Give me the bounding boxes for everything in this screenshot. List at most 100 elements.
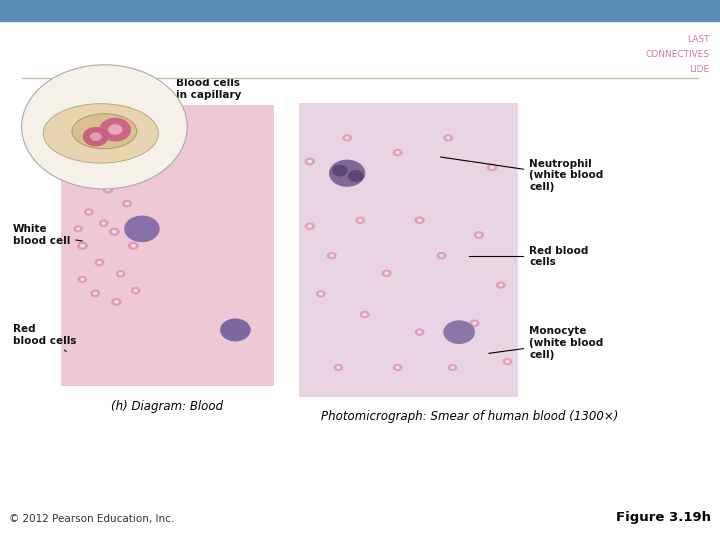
Circle shape: [120, 174, 130, 182]
Circle shape: [133, 177, 138, 180]
Circle shape: [382, 269, 392, 277]
Text: Figure 3.19h: Figure 3.19h: [616, 511, 711, 524]
Bar: [299, 103, 518, 397]
Circle shape: [122, 177, 127, 180]
Ellipse shape: [43, 104, 158, 163]
Bar: [0, 0, 720, 21]
Circle shape: [97, 261, 102, 264]
Circle shape: [418, 219, 422, 222]
Circle shape: [131, 175, 140, 181]
Circle shape: [392, 149, 402, 157]
Circle shape: [329, 160, 365, 187]
Text: LAST: LAST: [687, 35, 709, 44]
Circle shape: [83, 127, 109, 146]
Text: (h) Diagram: Blood: (h) Diagram: Blood: [112, 400, 223, 413]
Circle shape: [106, 188, 110, 191]
Circle shape: [112, 230, 117, 233]
Circle shape: [22, 65, 187, 189]
Bar: [61, 105, 274, 386]
Circle shape: [503, 358, 513, 365]
Circle shape: [99, 220, 109, 227]
Circle shape: [439, 254, 444, 257]
Circle shape: [496, 281, 505, 289]
Circle shape: [90, 132, 102, 141]
Circle shape: [114, 300, 119, 303]
Circle shape: [220, 319, 251, 341]
Text: Neutrophil
(white blood
cell): Neutrophil (white blood cell): [441, 157, 603, 192]
Circle shape: [472, 322, 477, 325]
Circle shape: [418, 330, 422, 334]
Text: White
blood cell: White blood cell: [13, 224, 82, 246]
Circle shape: [305, 158, 315, 165]
Circle shape: [130, 287, 140, 294]
Text: Photomicrograph: Smear of human blood (1300×): Photomicrograph: Smear of human blood (1…: [321, 410, 618, 423]
Circle shape: [73, 225, 83, 232]
Circle shape: [76, 227, 81, 231]
Circle shape: [342, 134, 352, 141]
Circle shape: [333, 364, 343, 371]
Circle shape: [78, 276, 87, 283]
Circle shape: [103, 186, 113, 193]
Circle shape: [415, 328, 425, 336]
Circle shape: [90, 289, 100, 297]
Circle shape: [384, 272, 389, 275]
Circle shape: [111, 298, 122, 306]
Circle shape: [86, 211, 91, 214]
Circle shape: [133, 289, 138, 292]
Circle shape: [84, 183, 89, 186]
Circle shape: [94, 259, 104, 266]
Circle shape: [99, 118, 131, 141]
Circle shape: [392, 364, 402, 371]
Circle shape: [122, 200, 132, 207]
Circle shape: [84, 208, 94, 215]
Circle shape: [332, 165, 348, 177]
Circle shape: [102, 221, 106, 225]
Text: © 2012 Pearson Education, Inc.: © 2012 Pearson Education, Inc.: [9, 514, 174, 524]
Circle shape: [131, 244, 136, 247]
Text: Red blood
cells: Red blood cells: [469, 246, 588, 267]
Circle shape: [487, 164, 498, 171]
Circle shape: [436, 252, 446, 259]
Text: Monocyte
(white blood
cell): Monocyte (white blood cell): [489, 326, 603, 360]
Circle shape: [477, 233, 481, 237]
Text: LIDE: LIDE: [689, 65, 709, 75]
Text: Blood cells
in capillary: Blood cells in capillary: [129, 78, 242, 118]
Circle shape: [490, 166, 495, 169]
Ellipse shape: [72, 113, 137, 148]
Circle shape: [348, 170, 364, 182]
Circle shape: [119, 272, 123, 275]
Circle shape: [448, 364, 457, 371]
Circle shape: [77, 241, 88, 250]
Circle shape: [469, 320, 480, 327]
Circle shape: [359, 310, 370, 318]
Circle shape: [395, 151, 400, 154]
Circle shape: [327, 252, 337, 259]
Circle shape: [444, 134, 453, 141]
Circle shape: [356, 217, 365, 224]
Circle shape: [505, 360, 510, 363]
Circle shape: [109, 227, 120, 236]
Circle shape: [451, 366, 454, 369]
Circle shape: [330, 254, 334, 257]
Circle shape: [93, 292, 97, 295]
Circle shape: [358, 219, 362, 222]
Circle shape: [362, 313, 367, 316]
Circle shape: [499, 284, 503, 287]
Circle shape: [305, 222, 315, 230]
Circle shape: [108, 124, 122, 135]
Circle shape: [444, 320, 475, 344]
Text: CONNECTIVES: CONNECTIVES: [645, 50, 709, 59]
Circle shape: [446, 136, 450, 139]
Circle shape: [395, 366, 400, 369]
Circle shape: [316, 290, 325, 298]
Circle shape: [345, 136, 349, 139]
Circle shape: [116, 270, 125, 278]
Circle shape: [81, 278, 84, 281]
Circle shape: [124, 215, 160, 242]
Circle shape: [307, 225, 312, 228]
Circle shape: [82, 180, 91, 187]
Circle shape: [80, 244, 85, 247]
Text: Red
blood cells: Red blood cells: [13, 324, 76, 352]
Circle shape: [318, 292, 323, 295]
Circle shape: [128, 241, 139, 250]
